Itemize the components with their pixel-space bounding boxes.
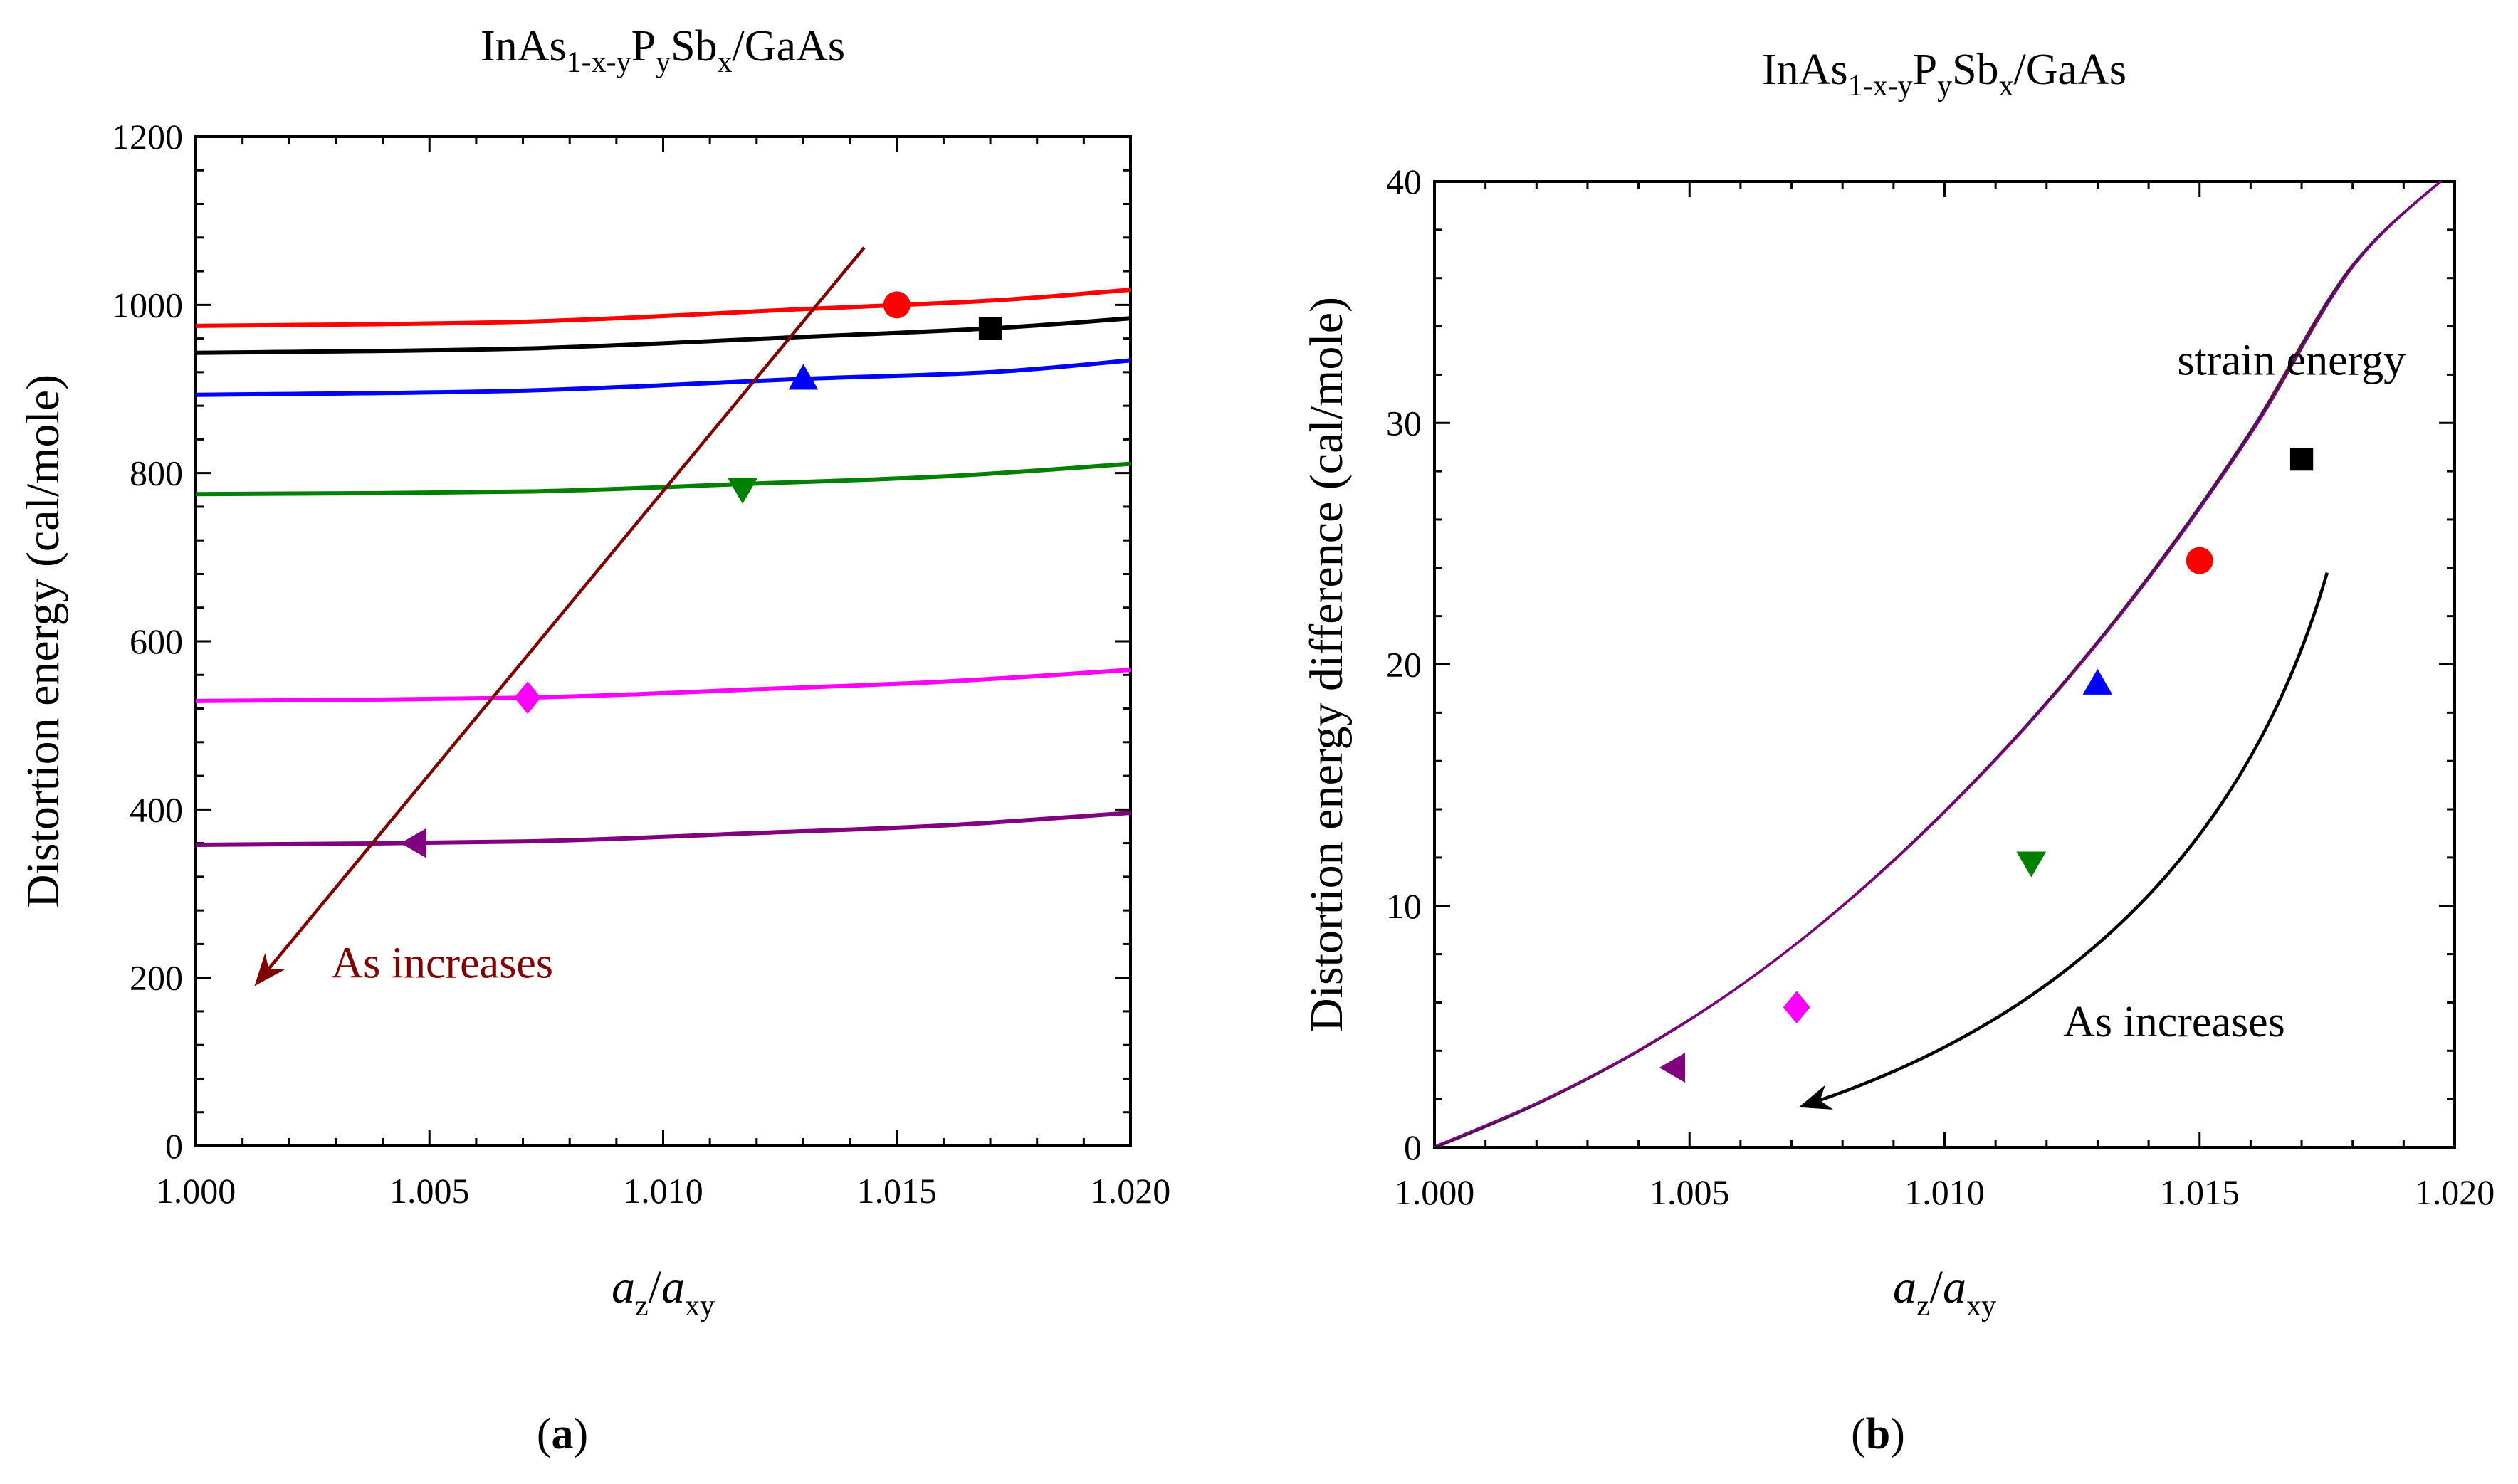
marker-red-circle	[883, 291, 911, 319]
y-tick-label: 800	[130, 453, 183, 493]
y-tick-label: 20	[1386, 645, 1422, 685]
title-text: P	[631, 22, 656, 70]
plot-frame	[1433, 180, 2456, 1149]
y-axis-label: Distortion energy (cal/mole)	[17, 374, 69, 908]
x-tick-label: 1.010	[623, 1171, 703, 1211]
series-line-black	[195, 316, 1131, 355]
trend-arrow-b	[1798, 572, 2329, 1110]
series-line-blue	[195, 358, 1131, 397]
chart-title: InAs1-x-yPySbx/GaAs	[481, 22, 845, 79]
panel-b: InAs1-x-yPySbx/GaAs 1.000 1.005 1.010 1.015 1…	[1301, 46, 2495, 1458]
y-axis-label: Distortion energy difference (cal/mole)	[1301, 297, 1353, 1032]
marker-triangle-up	[2082, 668, 2113, 695]
x-label-slash: /	[649, 1261, 662, 1313]
x-tick-label: 1.015	[2160, 1172, 2240, 1212]
chart-title: InAs1-x-yPySbx/GaAs	[1762, 46, 2126, 102]
x-tick-label: 1.010	[1904, 1172, 1985, 1212]
series-line-green	[195, 461, 1131, 497]
x-label-a2: a	[661, 1261, 685, 1313]
strain-energy-curve	[1434, 181, 2443, 1147]
marker-blue-triangle-up	[788, 364, 819, 390]
panel-label-close: )	[1890, 1410, 1905, 1458]
x-tick-label: 1.005	[389, 1171, 470, 1211]
marker-square	[2289, 447, 2314, 471]
curves	[1434, 181, 2443, 1147]
x-tick-label: 1.000	[156, 1171, 236, 1211]
marker-purple-triangle-left	[400, 828, 426, 858]
x-tick-label: 1.005	[1649, 1172, 1730, 1212]
strain-energy-curve	[1436, 181, 2443, 1147]
marker-magenta-diamond	[514, 681, 542, 714]
title-subscript: 1-x-y	[567, 46, 631, 79]
marker-green-triangle-down	[728, 478, 758, 505]
x-label-slash: /	[1930, 1261, 1943, 1313]
x-label-sub-xy: xy	[1966, 1290, 1996, 1322]
title-text: Sb	[1952, 46, 1998, 94]
x-label-sub-z: z	[635, 1290, 649, 1322]
x-label-a2: a	[1943, 1261, 1966, 1313]
x-tick-label: 1.020	[1091, 1171, 1171, 1211]
y-tick-label: 0	[1404, 1127, 1422, 1167]
y-tick-label: 30	[1386, 403, 1422, 443]
y-tick-label: 0	[165, 1126, 183, 1166]
title-text: P	[1913, 46, 1937, 94]
x-label-a: a	[1893, 1261, 1916, 1313]
x-label-a: a	[612, 1261, 635, 1313]
title-text: /GaAs	[2014, 46, 2126, 94]
strain-energy-curve	[1434, 181, 2443, 1147]
series-line-red	[195, 288, 1131, 328]
trend-arrow-a	[254, 246, 866, 986]
panel-label-letter: b	[1866, 1410, 1890, 1458]
title-text: Sb	[671, 22, 717, 70]
panel-label-letter: a	[552, 1410, 574, 1458]
marker-diamond	[1783, 991, 1810, 1024]
title-text: InAs	[481, 22, 567, 70]
y-tick-label: 400	[130, 789, 183, 829]
panel-label: (a)	[537, 1410, 588, 1458]
plot-frame	[194, 135, 1132, 1147]
strain-energy-curve	[1434, 181, 2443, 1147]
title-subscript: x	[1999, 70, 2014, 102]
title-text: InAs	[1762, 46, 1848, 94]
marker-black-square	[978, 317, 1002, 340]
x-tick-label: 1.020	[2415, 1172, 2495, 1212]
x-axis-label: az/axy	[1893, 1261, 1996, 1322]
marker-triangle-left	[1659, 1053, 1685, 1083]
y-tick-label: 10	[1386, 886, 1422, 926]
title-subscript: y	[1937, 70, 1952, 102]
series-line-purple	[195, 811, 1131, 847]
annotation-strain-energy: strain energy	[2177, 336, 2406, 384]
x-label-sub-xy: xy	[685, 1290, 715, 1322]
title-subscript: 1-x-y	[1848, 70, 1913, 102]
y-tick-label: 1200	[112, 117, 183, 157]
annotation-as-increases: As increases	[331, 940, 553, 988]
strain-energy-curve	[1434, 181, 2443, 1147]
marker-triangle-down	[2016, 851, 2047, 878]
y-tick-label: 200	[130, 958, 183, 998]
x-label-sub-z: z	[1916, 1290, 1930, 1322]
y-tick-label: 600	[130, 621, 183, 661]
title-subscript: y	[656, 46, 671, 79]
title-text: /GaAs	[733, 22, 845, 70]
x-tick-label: 1.000	[1395, 1172, 1475, 1212]
marker-circle	[2186, 547, 2213, 574]
x-tick-label: 1.015	[857, 1171, 938, 1211]
series-line-magenta	[195, 668, 1131, 703]
panel-label-open: (	[537, 1410, 552, 1458]
annotation-as-increases: As increases	[2063, 998, 2285, 1046]
panel-a: InAs1-x-yPySbx/GaAs 1.000 1.005 1.010 1.015 1…	[17, 22, 1170, 1458]
panel-label: (b)	[1851, 1410, 1905, 1458]
panel-label-close: )	[574, 1410, 589, 1458]
y-tick-label: 40	[1386, 162, 1422, 201]
x-axis-label: az/axy	[612, 1261, 715, 1322]
y-tick-label: 1000	[112, 285, 183, 325]
title-subscript: x	[718, 46, 733, 79]
panel-label-open: (	[1851, 1410, 1866, 1458]
